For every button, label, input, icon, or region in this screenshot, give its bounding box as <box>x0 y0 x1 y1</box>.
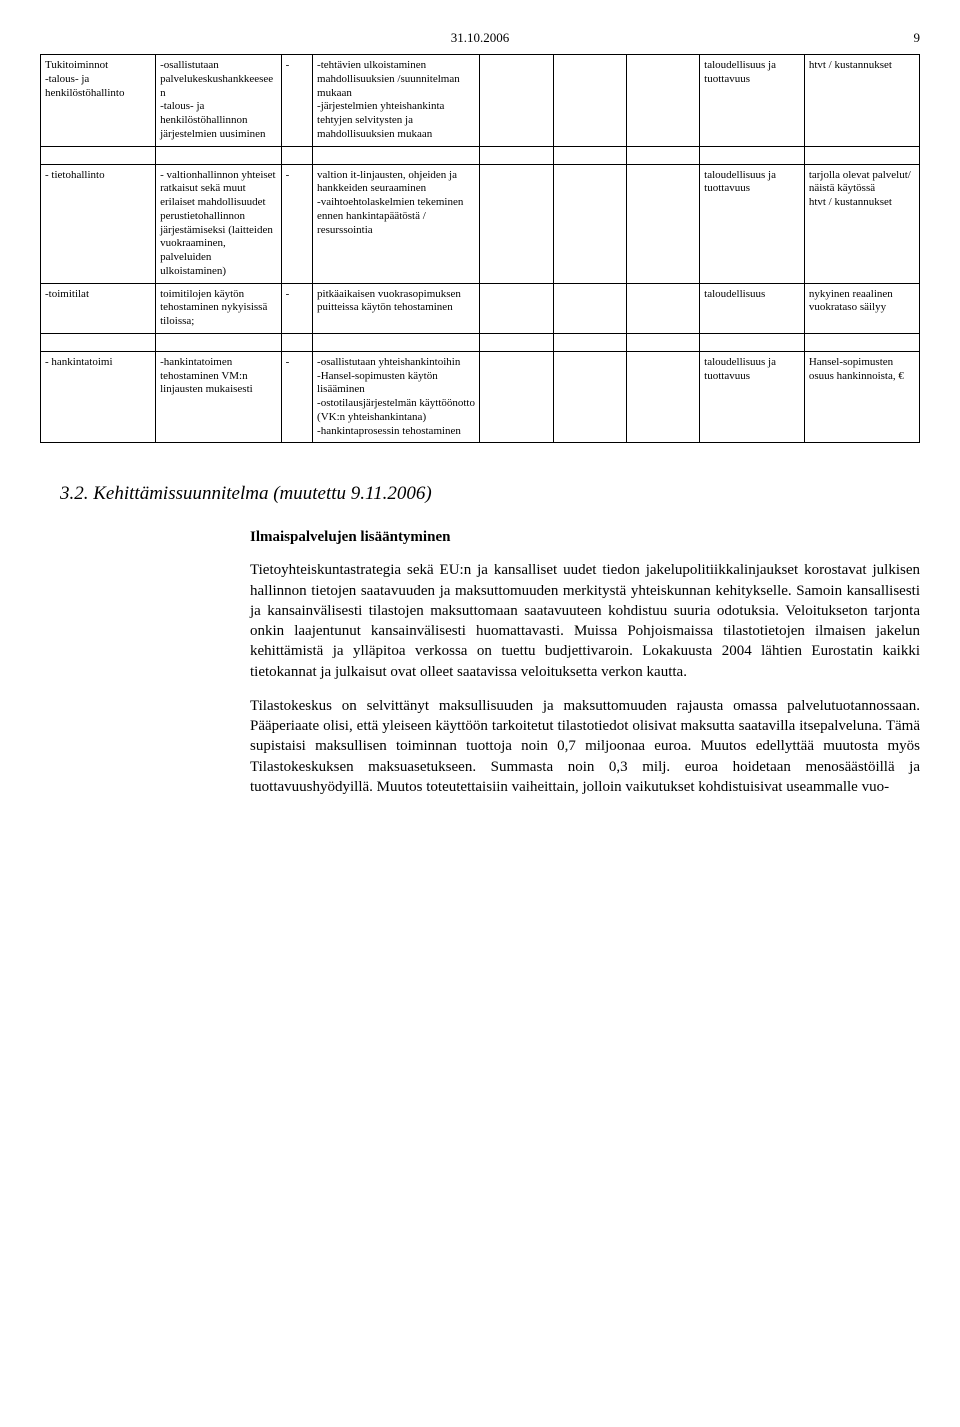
table-cell: - <box>281 55 312 147</box>
table-cell <box>553 283 626 333</box>
table-gap-cell <box>553 333 626 351</box>
table-cell <box>480 351 553 443</box>
table-gap-cell <box>480 333 553 351</box>
table-cell: -toimitilat <box>41 283 156 333</box>
page-header: 31.10.2006 9 <box>40 30 920 46</box>
requirements-table: Tukitoiminnot-talous- ja henkilöstöhalli… <box>40 54 920 443</box>
table-cell <box>553 55 626 147</box>
table-cell <box>480 55 553 147</box>
table-gap-cell <box>626 146 699 164</box>
table-gap-row <box>41 146 920 164</box>
table-cell: nykyinen reaalinen vuokrataso säilyy <box>804 283 919 333</box>
table-cell: - <box>281 164 312 283</box>
table-gap-cell <box>41 146 156 164</box>
table-row: -toimitilattoimitilojen käytön tehostami… <box>41 283 920 333</box>
table-gap-cell <box>626 333 699 351</box>
table-gap-cell <box>281 333 312 351</box>
table-gap-cell <box>804 146 919 164</box>
table-cell: taloudellisuus ja tuottavuus <box>700 164 805 283</box>
table-cell: tarjolla olevat palvelut/ näistä käytöss… <box>804 164 919 283</box>
table-cell <box>626 55 699 147</box>
table-gap-cell <box>156 146 282 164</box>
section-heading: 3.2. Kehittämissuunnitelma (muutettu 9.1… <box>60 483 920 505</box>
table-cell: Hansel-sopimusten osuus hankinnoista, € <box>804 351 919 443</box>
table-cell: -tehtävien ulkoistaminen mahdollisuuksie… <box>313 55 480 147</box>
table-cell: - valtionhallinnon yhteiset ratkaisut se… <box>156 164 282 283</box>
table-gap-cell <box>313 146 480 164</box>
table-cell: -hankintatoimen tehostaminen VM:n linjau… <box>156 351 282 443</box>
table-cell: valtion it-linjausten, ohjeiden ja hankk… <box>313 164 480 283</box>
table-cell <box>480 164 553 283</box>
table-cell: - hankintatoimi <box>41 351 156 443</box>
table-gap-cell <box>700 146 805 164</box>
table-cell: toimitilojen käytön tehostaminen nykyisi… <box>156 283 282 333</box>
table-row: - hankintatoimi-hankintatoimen tehostami… <box>41 351 920 443</box>
body-paragraph-2: Tilastokeskus on selvittänyt maksullisuu… <box>250 696 920 797</box>
table-cell <box>626 164 699 283</box>
table-cell: taloudellisuus ja tuottavuus <box>700 351 805 443</box>
section-subtitle: Ilmaispalvelujen lisääntyminen <box>250 529 920 546</box>
table-gap-row <box>41 333 920 351</box>
table-row: Tukitoiminnot-talous- ja henkilöstöhalli… <box>41 55 920 147</box>
table-cell: - <box>281 283 312 333</box>
table-row: - tietohallinto- valtionhallinnon yhteis… <box>41 164 920 283</box>
table-gap-cell <box>553 146 626 164</box>
table-gap-cell <box>700 333 805 351</box>
table-cell <box>480 283 553 333</box>
table-cell: -osallistutaan palvelukeskushankkeeseen-… <box>156 55 282 147</box>
table-cell: htvt / kustannukset <box>804 55 919 147</box>
table-gap-cell <box>281 146 312 164</box>
header-page-number: 9 <box>914 30 921 46</box>
header-date: 31.10.2006 <box>451 30 510 46</box>
table-gap-cell <box>156 333 282 351</box>
table-gap-cell <box>480 146 553 164</box>
table-cell <box>553 164 626 283</box>
table-cell: - tietohallinto <box>41 164 156 283</box>
table-cell: taloudellisuus <box>700 283 805 333</box>
table-cell <box>553 351 626 443</box>
table-cell: - <box>281 351 312 443</box>
table-cell <box>626 351 699 443</box>
table-gap-cell <box>313 333 480 351</box>
body-paragraph-1: Tietoyhteiskuntastrategia sekä EU:n ja k… <box>250 560 920 682</box>
table-cell: -osallistutaan yhteishankintoihin-Hansel… <box>313 351 480 443</box>
table-cell: taloudellisuus ja tuottavuus <box>700 55 805 147</box>
table-cell <box>626 283 699 333</box>
table-cell: pitkäaikaisen vuokrasopimuksen puitteiss… <box>313 283 480 333</box>
table-gap-cell <box>804 333 919 351</box>
table-gap-cell <box>41 333 156 351</box>
table-cell: Tukitoiminnot-talous- ja henkilöstöhalli… <box>41 55 156 147</box>
